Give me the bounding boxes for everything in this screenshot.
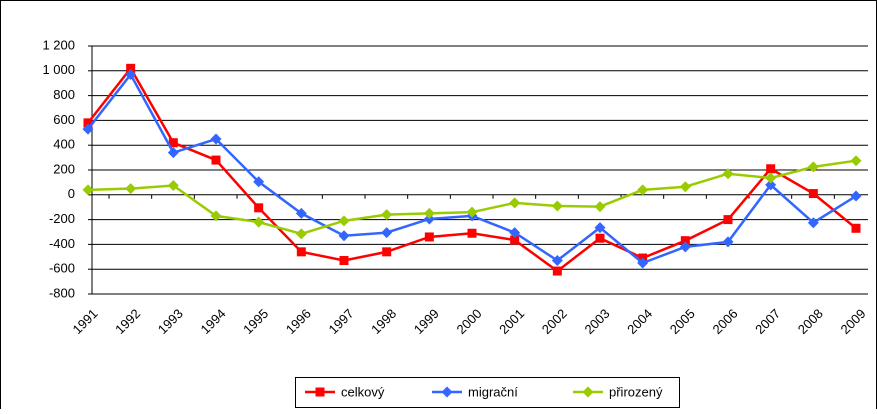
marker bbox=[594, 201, 606, 213]
marker bbox=[510, 235, 520, 245]
marker bbox=[637, 257, 649, 269]
marker bbox=[807, 161, 819, 173]
y-tick-label: -200 bbox=[49, 211, 75, 226]
marker bbox=[381, 209, 393, 221]
marker bbox=[423, 213, 435, 225]
y-tick-label: -600 bbox=[49, 261, 75, 276]
marker bbox=[441, 386, 453, 398]
marker bbox=[466, 206, 478, 218]
marker bbox=[338, 230, 350, 242]
marker bbox=[338, 215, 350, 227]
y-tick-label: 400 bbox=[53, 137, 75, 152]
marker bbox=[295, 207, 307, 219]
marker bbox=[83, 118, 93, 128]
marker bbox=[423, 207, 435, 219]
marker bbox=[582, 386, 594, 398]
marker bbox=[637, 184, 649, 196]
marker bbox=[167, 147, 179, 159]
marker bbox=[254, 203, 264, 213]
y-tick-label: 600 bbox=[53, 112, 75, 127]
marker bbox=[723, 215, 733, 225]
y-tick-label: 0 bbox=[68, 186, 75, 201]
legend-label: migrační bbox=[468, 384, 518, 399]
marker bbox=[509, 227, 521, 239]
marker bbox=[722, 236, 734, 248]
y-tick-label: 800 bbox=[53, 87, 75, 102]
marker bbox=[765, 172, 777, 184]
marker bbox=[765, 179, 777, 191]
marker bbox=[679, 241, 691, 253]
marker bbox=[339, 256, 349, 266]
marker bbox=[467, 228, 477, 238]
marker bbox=[382, 247, 392, 257]
marker bbox=[807, 217, 819, 229]
marker bbox=[167, 180, 179, 191]
marker bbox=[850, 155, 862, 167]
marker bbox=[253, 216, 265, 228]
marker bbox=[850, 190, 862, 202]
marker bbox=[680, 236, 690, 246]
legend-label: celkový bbox=[341, 384, 385, 399]
marker bbox=[125, 183, 137, 195]
y-tick-label: 1 000 bbox=[42, 62, 75, 77]
marker bbox=[82, 184, 94, 196]
marker bbox=[210, 210, 222, 222]
marker bbox=[211, 155, 221, 165]
marker bbox=[509, 197, 521, 209]
marker bbox=[766, 164, 776, 174]
marker bbox=[295, 228, 307, 240]
marker bbox=[424, 232, 434, 242]
marker bbox=[296, 247, 306, 257]
marker bbox=[168, 138, 178, 148]
marker bbox=[125, 69, 137, 81]
y-tick-label: 200 bbox=[53, 161, 75, 176]
marker bbox=[595, 233, 605, 243]
marker bbox=[381, 227, 393, 239]
marker bbox=[679, 181, 691, 193]
marker bbox=[851, 223, 861, 233]
marker bbox=[722, 168, 734, 180]
marker bbox=[551, 255, 563, 267]
legend-box bbox=[295, 377, 680, 408]
legend-label: přirozený bbox=[609, 384, 663, 399]
marker bbox=[315, 387, 325, 397]
marker bbox=[808, 189, 818, 199]
marker bbox=[552, 266, 562, 276]
marker bbox=[551, 200, 563, 212]
y-tick-label: -800 bbox=[49, 285, 75, 300]
marker bbox=[210, 133, 222, 145]
marker bbox=[82, 123, 94, 135]
y-tick-label: -400 bbox=[49, 236, 75, 251]
marker bbox=[594, 222, 606, 234]
marker bbox=[253, 176, 265, 188]
marker bbox=[126, 63, 136, 73]
y-tick-label: 1 200 bbox=[42, 37, 75, 52]
